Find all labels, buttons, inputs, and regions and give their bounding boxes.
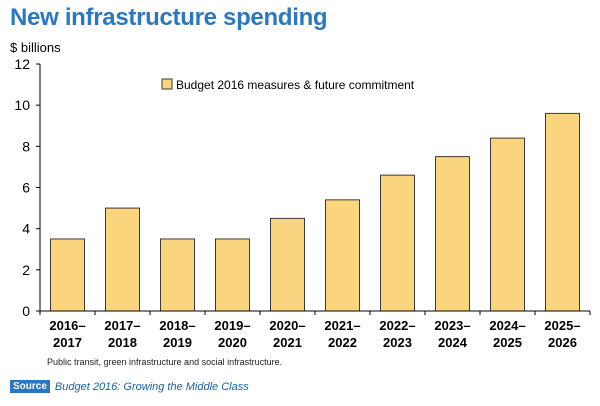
source-line: Source Budget 2016: Growing the Middle C…: [10, 380, 249, 393]
y-tick-label-8: 8: [22, 138, 30, 154]
chart-title: New infrastructure spending: [10, 4, 328, 31]
source-text: Budget 2016: Growing the Middle Class: [54, 380, 249, 393]
y-tick-label-10: 10: [14, 97, 30, 113]
y-tick-label-0: 0: [22, 303, 30, 319]
y-tick-label-2: 2: [22, 262, 30, 278]
x-tick-label-9: 2025– 2026: [544, 318, 580, 350]
bar-0: [50, 238, 85, 312]
y-tick-label-4: 4: [22, 221, 30, 237]
footnote: Public transit, green infrastructure and…: [47, 357, 283, 367]
source-badge: Source: [10, 380, 50, 393]
x-tick-label-6: 2022– 2023: [379, 318, 415, 350]
y-tick-label-6: 6: [22, 180, 30, 196]
bar-5: [325, 199, 360, 312]
x-tick-label-7: 2023– 2024: [434, 318, 470, 350]
x-tick-label-4: 2020– 2021: [269, 318, 305, 350]
bar-3: [215, 238, 250, 312]
bar-7: [435, 156, 470, 312]
legend-label: Budget 2016 measures & future commitment: [176, 78, 415, 92]
y-tick-label-12: 12: [14, 56, 30, 72]
x-tick-label-1: 2017– 2018: [104, 318, 140, 350]
x-tick-label-0: 2016– 2017: [49, 318, 85, 350]
y-axis-unit-label: $ billions: [10, 40, 61, 55]
bar-6: [380, 174, 415, 312]
bar-4: [270, 217, 305, 312]
x-tick-label-5: 2021– 2022: [324, 318, 360, 350]
legend-swatch: [161, 78, 173, 90]
bar-1: [105, 207, 140, 312]
bar-8: [490, 137, 525, 312]
x-tick-label-2: 2018– 2019: [159, 318, 195, 350]
x-tick-label-3: 2019– 2020: [214, 318, 250, 350]
bar-2: [160, 238, 195, 312]
x-tick-label-8: 2024– 2025: [489, 318, 525, 350]
bar-9: [545, 112, 580, 312]
